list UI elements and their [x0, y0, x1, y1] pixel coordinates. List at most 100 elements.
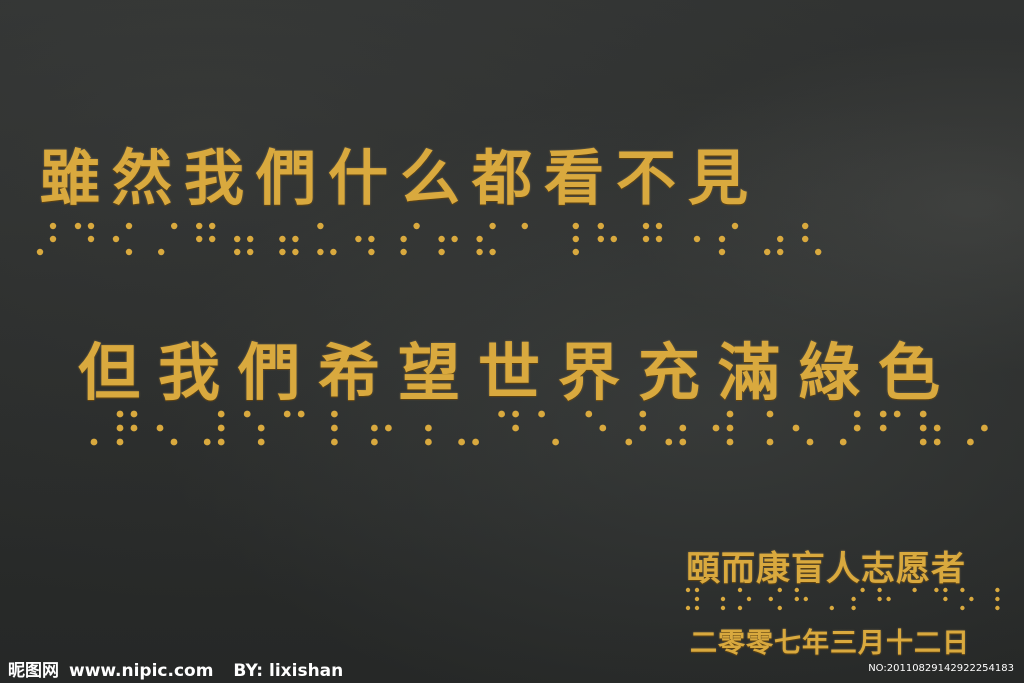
braille-dot	[860, 587, 865, 593]
braille-dot	[879, 410, 887, 418]
braille-dot	[331, 438, 338, 446]
braille-dot	[512, 410, 519, 418]
braille-dot	[933, 424, 941, 432]
braille-dot	[995, 596, 1000, 602]
braille-dot	[802, 222, 809, 230]
braille-dot	[330, 248, 337, 256]
braille-dot	[170, 438, 178, 446]
braille-dot	[209, 222, 216, 230]
braille-dot	[156, 424, 164, 432]
watermark-site-name: 昵图网	[8, 661, 59, 681]
braille-dot	[806, 438, 814, 446]
braille-dot	[476, 248, 483, 256]
braille-dot	[247, 235, 254, 243]
braille-dot	[451, 235, 458, 243]
braille-dot	[116, 424, 124, 432]
braille-dot	[476, 235, 483, 243]
braille-dot	[655, 235, 663, 243]
braille-dot	[585, 410, 593, 418]
braille-dot	[217, 410, 225, 418]
braille-dot	[777, 235, 784, 243]
braille-dot	[234, 235, 241, 243]
braille-dot	[472, 438, 479, 446]
braille-dot	[693, 235, 701, 243]
braille-dot	[458, 438, 465, 446]
braille-dot	[279, 248, 286, 256]
braille-dot	[292, 248, 299, 256]
braille-dot	[438, 248, 445, 256]
braille-dot	[599, 424, 607, 432]
braille-dot	[886, 596, 891, 602]
braille-dot	[425, 424, 432, 432]
braille-dot	[803, 596, 808, 602]
braille-dot	[87, 235, 95, 243]
braille-dot	[217, 438, 225, 446]
braille-dot	[893, 410, 901, 418]
braille-dot	[665, 438, 673, 446]
braille-dot	[737, 587, 743, 593]
braille-dot	[498, 410, 505, 418]
braille-dot	[597, 222, 604, 230]
braille-dot	[597, 235, 604, 243]
braille-dot	[125, 248, 133, 256]
braille-dot	[639, 410, 647, 418]
braille-dot	[368, 248, 375, 256]
braille-dot	[217, 424, 225, 432]
watermark-left: 昵图网 www.nipic.com BY: lixishan	[8, 656, 343, 681]
braille-dot	[718, 235, 726, 243]
braille-dot	[512, 424, 519, 432]
braille-dot	[572, 222, 579, 230]
braille-dot	[877, 596, 882, 602]
date-text: 二零零七年三月十二日	[690, 628, 970, 659]
braille-dot	[368, 235, 375, 243]
watermark-author: BY: lixishan	[233, 661, 344, 681]
braille-dot	[815, 248, 822, 256]
braille-dot	[794, 587, 799, 593]
braille-dot	[297, 410, 305, 418]
braille-dot	[981, 424, 988, 432]
braille-dot	[642, 222, 650, 230]
braille-dot	[112, 235, 120, 243]
braille-dot	[196, 235, 203, 243]
braille-dot	[489, 222, 496, 230]
signature-text: 頤而康盲人志愿者	[686, 549, 966, 589]
braille-dot	[438, 235, 445, 243]
braille-dot	[764, 248, 771, 256]
braille-dot	[625, 438, 633, 446]
braille-dot	[694, 605, 700, 611]
braille-dot	[720, 596, 726, 602]
braille-dot	[413, 222, 420, 230]
braille-dot	[257, 424, 265, 432]
braille-dot	[726, 438, 734, 446]
braille-dot	[746, 596, 752, 602]
braille-dot	[802, 235, 809, 243]
braille-dot	[737, 605, 743, 611]
braille-dot	[158, 248, 165, 256]
braille-dot	[371, 438, 378, 446]
braille-dot	[385, 424, 392, 432]
braille-dot	[87, 222, 95, 230]
braille-dot	[943, 587, 948, 593]
braille-dot	[877, 587, 882, 593]
braille-dot	[919, 424, 927, 432]
braille-dot	[777, 605, 782, 611]
braille-dot	[49, 235, 57, 243]
braille-dot	[919, 410, 927, 418]
braille-dot	[292, 235, 299, 243]
braille-dot	[720, 605, 726, 611]
watermark-image-number: NO:20110829142922254183	[868, 663, 1014, 674]
braille-dot	[317, 248, 324, 256]
braille-dot	[196, 222, 203, 230]
braille-dot	[777, 587, 782, 593]
braille-dot	[400, 248, 407, 256]
braille-dot	[642, 235, 650, 243]
braille-dot	[879, 424, 887, 432]
braille-dot	[130, 410, 138, 418]
braille-dot	[967, 438, 974, 446]
braille-dot	[203, 438, 211, 446]
braille-dot	[766, 410, 774, 418]
inscription-line-2: 但我們希望世界充滿綠色	[78, 336, 959, 409]
braille-dot	[851, 596, 856, 602]
